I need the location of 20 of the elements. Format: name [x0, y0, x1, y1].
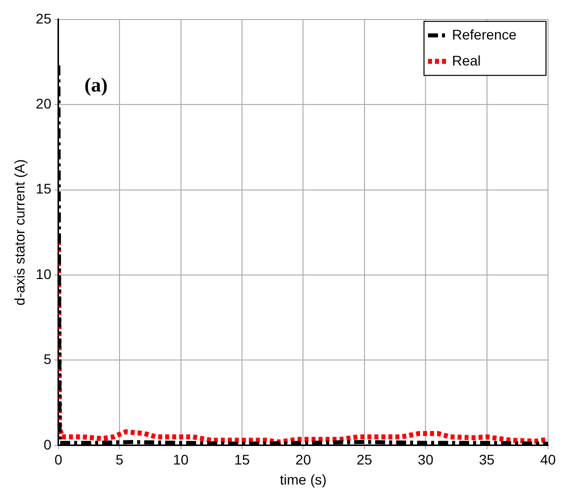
y-tick-label: 10 — [36, 266, 52, 282]
x-tick-label: 35 — [479, 452, 495, 468]
y-tick-label: 25 — [36, 10, 52, 26]
annotation: (a) — [84, 74, 108, 96]
y-tick-label: 5 — [44, 351, 52, 368]
y-tick-label: 15 — [36, 180, 52, 197]
y-axis-title: d-axis stator current (A) — [11, 159, 28, 306]
x-axis-title: time (s) — [280, 471, 327, 488]
x-tick-label: 15 — [234, 452, 250, 468]
legend-label: Reference — [452, 26, 517, 42]
x-tick-label: 0 — [54, 452, 62, 468]
x-tick-label: 20 — [295, 452, 312, 468]
y-tick-label: 0 — [44, 436, 52, 452]
x-tick-label: 30 — [418, 452, 434, 468]
x-tick-label: 40 — [540, 452, 556, 468]
legend-label: Real — [452, 52, 481, 68]
x-tick-label: 5 — [116, 452, 124, 468]
x-tick-label: 25 — [356, 452, 372, 468]
x-tick-label: 10 — [172, 452, 189, 468]
y-tick-label: 20 — [36, 95, 52, 112]
